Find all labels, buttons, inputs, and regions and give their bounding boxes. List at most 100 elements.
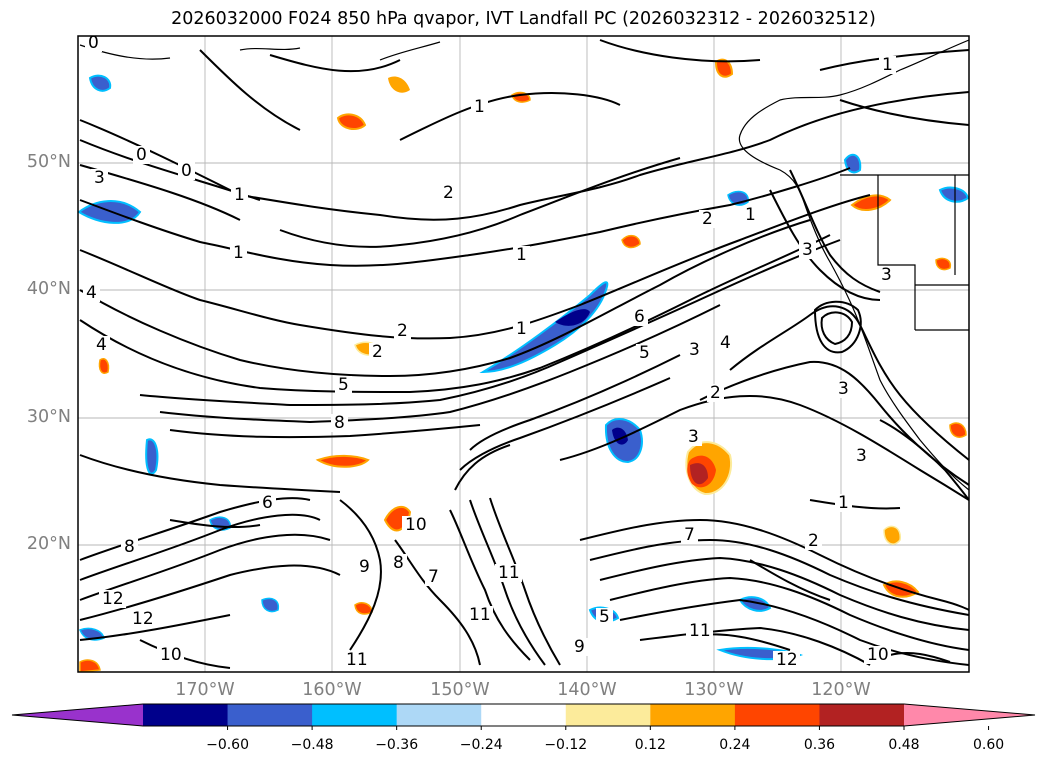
- contour-label: 1: [234, 185, 245, 205]
- contour-label: 11: [346, 650, 368, 670]
- contour-label: 2: [397, 321, 408, 341]
- contour-label: 1: [516, 245, 527, 265]
- colorbar-block: [143, 704, 229, 726]
- contour-label-bg: [878, 266, 895, 284]
- contour-label: 11: [689, 621, 711, 641]
- contour-label: 11: [498, 563, 520, 583]
- qvapor-shading: [78, 58, 969, 672]
- contour-label-bg: [369, 343, 386, 361]
- contour-label-bg: [394, 322, 411, 340]
- contour-label-bg: [99, 590, 126, 608]
- contour-label: 12: [776, 650, 798, 670]
- contour-label: 2: [372, 342, 383, 362]
- contour-label: 1: [838, 493, 849, 513]
- contour-label-bg: [440, 184, 457, 202]
- contour-label: 5: [639, 343, 650, 363]
- colorbar-tick-label: −0.48: [290, 737, 334, 753]
- contour-label: 1: [516, 319, 527, 339]
- contour-label-bg: [596, 608, 613, 626]
- contour-label-bg: [331, 414, 348, 432]
- contour-label-bg: [571, 638, 588, 656]
- contour-label: 10: [160, 645, 182, 665]
- contour-label-bg: [129, 610, 156, 628]
- contour-label-bg: [259, 494, 276, 512]
- contour-label-bg: [799, 241, 816, 259]
- colorbar-block: [481, 704, 567, 726]
- contour-label: 12: [132, 609, 154, 629]
- lat-label-40n: 40°N: [26, 279, 71, 299]
- contour-label: 1: [882, 55, 893, 75]
- contour-label: 0: [88, 33, 99, 53]
- colorbar-outline: [11, 703, 1036, 727]
- colorbar-extend-low: [12, 704, 143, 726]
- contour-label-bg: [681, 526, 698, 544]
- contour-label: 8: [393, 553, 404, 573]
- contour-label-bg: [230, 244, 247, 262]
- contour-label: 8: [334, 413, 345, 433]
- contour-label: 7: [428, 567, 439, 587]
- contour-label: 2: [710, 383, 721, 403]
- colorbar-tick-label: 0.48: [888, 737, 920, 753]
- colorbar-block: [396, 704, 482, 726]
- contour-label: 5: [599, 607, 610, 627]
- contour-label-bg: [390, 554, 407, 572]
- contour-label: 10: [405, 515, 427, 535]
- colorbar-block: [650, 704, 736, 726]
- map-title: 2026032000 F024 850 hPa qvapor, IVT Land…: [171, 9, 876, 29]
- colorbar-block: [734, 704, 820, 726]
- contour-label-bg: [717, 334, 734, 352]
- contour-label-bg: [686, 622, 713, 640]
- contour-label: 11: [469, 605, 491, 625]
- contour-label: 9: [359, 557, 370, 577]
- contour-label: 3: [802, 240, 813, 260]
- contour-label: 2: [808, 531, 819, 551]
- contour-label-bg: [425, 568, 442, 586]
- contour-label: 2: [702, 209, 713, 229]
- contour-label-bg: [231, 186, 248, 204]
- colorbar-tick-label: 0.24: [719, 737, 751, 753]
- colorbar-block: [312, 704, 398, 726]
- contour-label: 6: [634, 307, 645, 327]
- contour-label: 7: [684, 525, 695, 545]
- colorbar-block: [227, 704, 313, 726]
- contour-label: 3: [856, 446, 867, 466]
- contour-label-bg: [402, 516, 429, 534]
- contour-label-bg: [853, 447, 870, 465]
- contour-label-bg: [513, 320, 530, 338]
- contour-label: 8: [124, 537, 135, 557]
- contour-label-bg: [471, 98, 488, 116]
- contour-label: 4: [720, 333, 731, 353]
- colorbar-tick-label: 0.12: [634, 737, 666, 753]
- contour-label: 3: [689, 340, 700, 360]
- colorbar-tick-label: −0.24: [459, 737, 503, 753]
- contour-label-bg: [83, 284, 100, 302]
- lat-label-20n: 20°N: [26, 534, 71, 554]
- lat-label-50n: 50°N: [26, 152, 71, 172]
- contour-label-bg: [685, 428, 702, 446]
- map-frame: [77, 35, 970, 673]
- contour-label-bg: [495, 564, 522, 582]
- colorbar: [11, 703, 1036, 730]
- colorbar-tick-label: −0.36: [375, 737, 419, 753]
- lon-label-130w: 130°W: [684, 680, 744, 700]
- colorbar-tick-label: −0.60: [206, 737, 249, 753]
- colorbar-extend-high: [904, 704, 1035, 726]
- contour-label: 2: [443, 183, 454, 203]
- contour-label-bg: [93, 336, 110, 354]
- contour-label-bg: [356, 558, 373, 576]
- contour-label-bg: [835, 380, 852, 398]
- contour-label-bg: [686, 341, 703, 359]
- contour-label-bg: [335, 376, 352, 394]
- contour-label-bg: [864, 646, 891, 664]
- contour-label: 10: [867, 645, 889, 665]
- contour-label-bg: [742, 206, 759, 224]
- contour-label-bg: [157, 646, 184, 664]
- lat-label-30n: 30°N: [26, 407, 71, 427]
- lon-label-150w: 150°W: [430, 680, 490, 700]
- contour-label-bg: [343, 651, 370, 669]
- contour-label-bg: [636, 344, 653, 362]
- contour-label: 3: [688, 427, 699, 447]
- contour-label: 3: [838, 379, 849, 399]
